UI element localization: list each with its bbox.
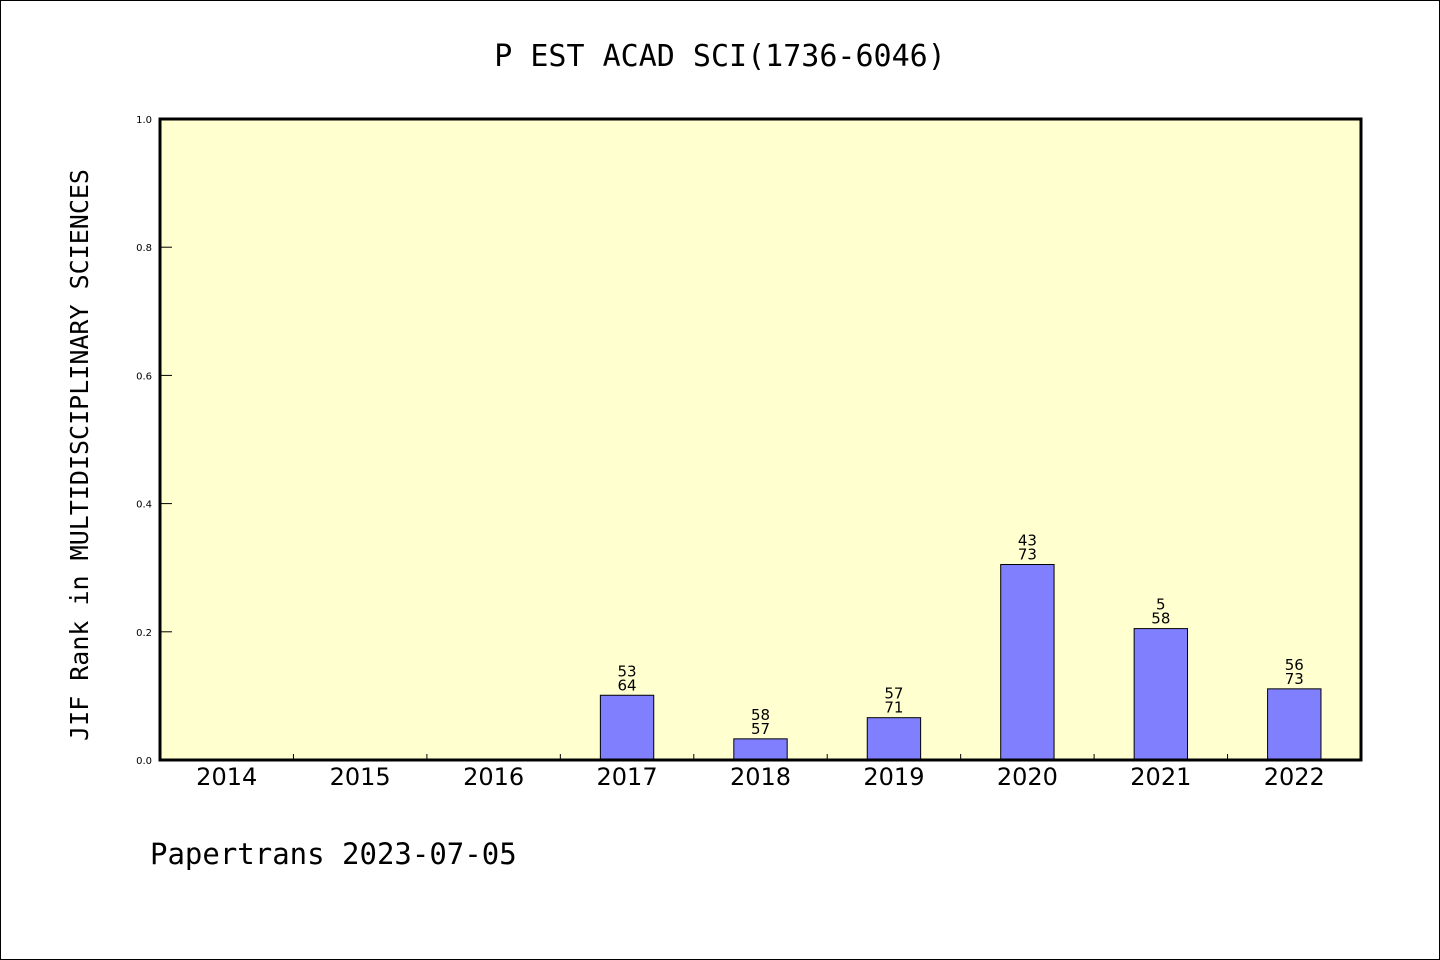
bar-rank-label: 43: [1018, 531, 1037, 549]
x-tick-label: 2014: [196, 763, 257, 791]
bar-total-label: 73: [1018, 545, 1037, 563]
y-tick-label: 0.0: [136, 756, 152, 767]
bar-rank-label: 56: [1285, 656, 1304, 674]
y-tick-label: 0.8: [136, 243, 152, 254]
bar-total-label: 71: [884, 699, 903, 717]
bar-2020: [1000, 563, 1055, 761]
footer-text: Papertrans 2023-07-05: [150, 837, 517, 871]
bar-rank-label: 5: [1156, 596, 1166, 614]
y-tick-label: 0.6: [136, 371, 152, 382]
y-tick-label: 0.2: [136, 628, 152, 639]
x-tick-label: 2016: [463, 763, 524, 791]
x-tick-label: 2021: [1130, 763, 1191, 791]
bar-total-label: 73: [1285, 670, 1304, 688]
x-tick-label: 2017: [597, 763, 658, 791]
bar-total-label: 58: [1151, 610, 1170, 628]
x-tick-label: 2015: [330, 763, 391, 791]
bar-rank-label: 57: [884, 685, 903, 703]
bar-2017: [599, 694, 655, 761]
plot-border: [158, 117, 1363, 762]
bar-rank-label: 53: [618, 662, 637, 680]
x-tick-label: 2022: [1264, 763, 1325, 791]
y-tick-label: 0.4: [136, 500, 152, 511]
bar-2021: [1133, 628, 1189, 761]
bar-total-label: 64: [618, 676, 637, 694]
y-tick-label: 1.0: [136, 115, 152, 126]
x-tick-label: 2018: [730, 763, 791, 791]
bar-total-label: 57: [751, 720, 770, 738]
bar-2018: [733, 738, 788, 761]
bar-rank-label: 58: [751, 706, 770, 724]
x-tick-label: 2020: [997, 763, 1058, 791]
y-axis-label: JIF Rank in MULTIDISCIPLINARY SCIENCES: [65, 169, 94, 741]
chart-title: P EST ACAD SCI(1736-6046): [494, 39, 946, 74]
x-tick-label: 2019: [863, 763, 924, 791]
x-ticks-layer: 2014 2015 2016 2017 2018 2019 2020 2021 2022: [196, 754, 1325, 791]
bar-2019: [866, 717, 922, 761]
bar-2022: [1267, 688, 1322, 761]
bars-layer: [599, 563, 1322, 761]
